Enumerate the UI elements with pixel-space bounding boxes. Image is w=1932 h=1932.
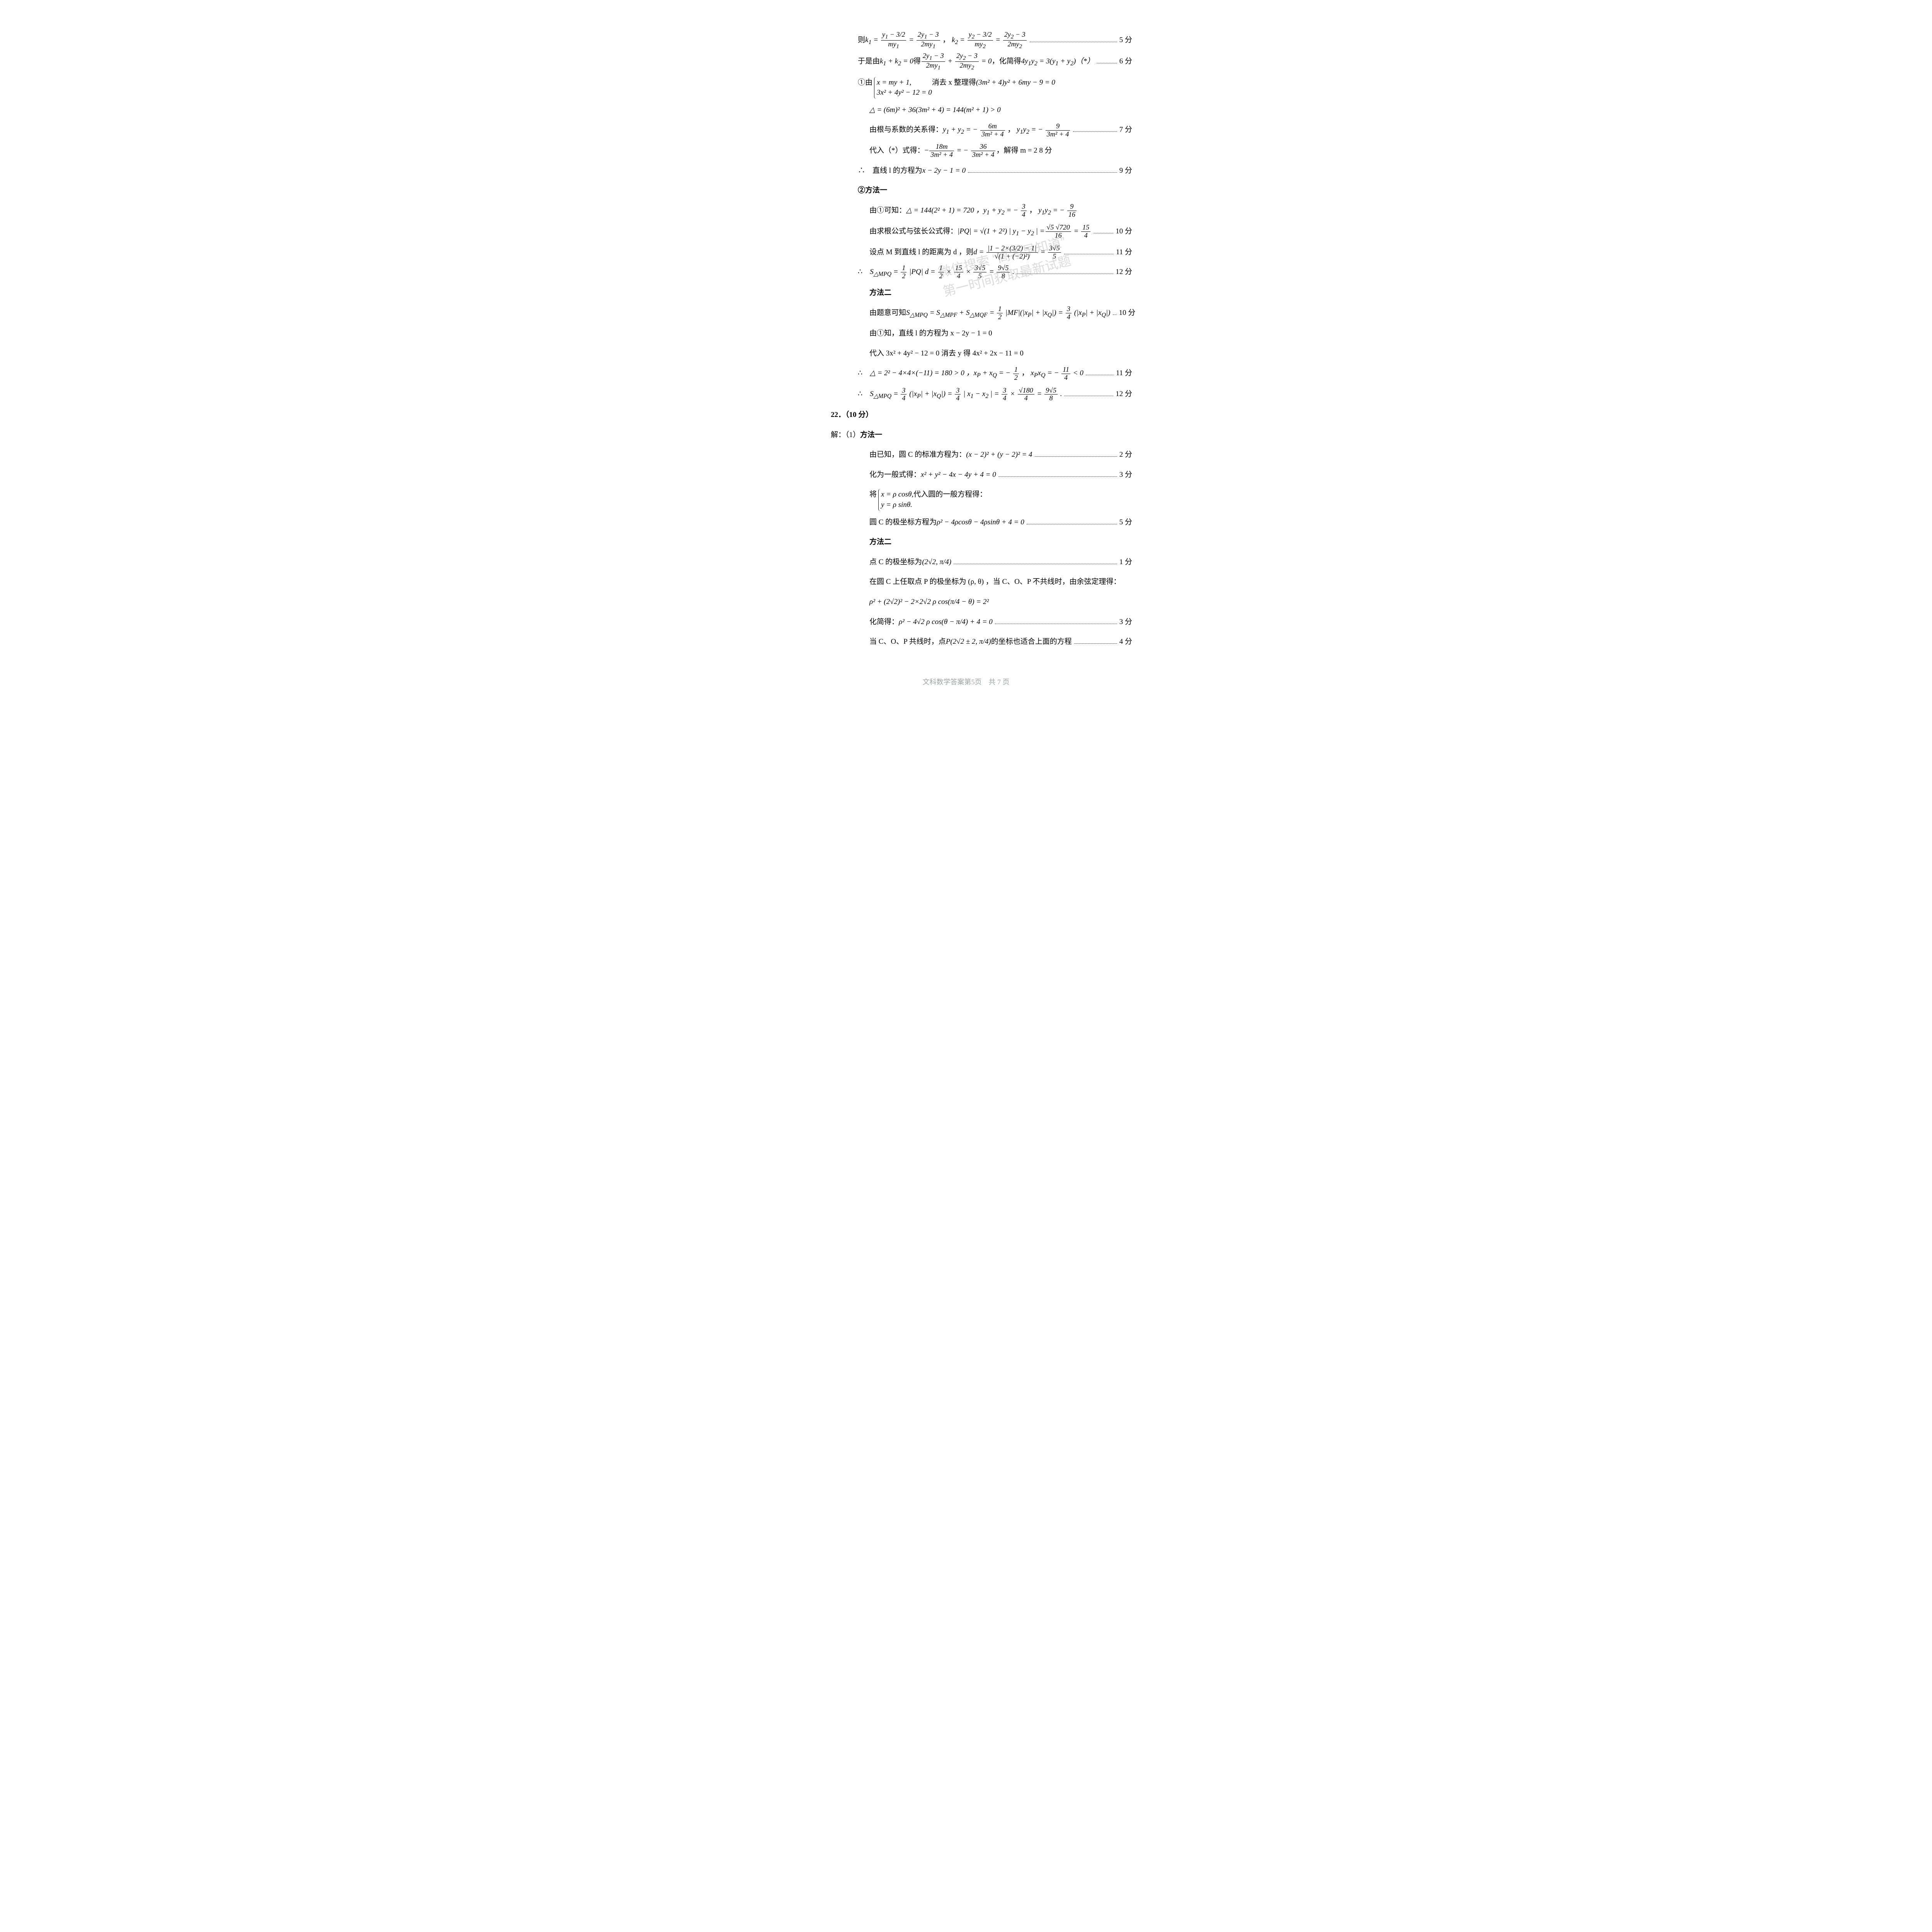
q22-number: 22．（10 分）	[831, 406, 1132, 424]
line-sub-x: 代入 3x² + 4y² − 12 = 0 消去 y 得 4x² + 2x − …	[869, 345, 1132, 362]
line-k1k2-sum: 于是由 k1 + k2 = 0 得 2y1 − 32my1 + 2y2 − 32…	[858, 52, 1132, 71]
score: 5 分	[1119, 31, 1132, 49]
line-area1: ∴ S△MPQ = 12 |PQ| d = 12 × 154 × 3√55 = …	[858, 263, 1132, 282]
line-known: 由①可知： △ = 144(2² + 1) = 720 ， y1 + y2 = …	[869, 202, 1132, 220]
page: 微信搜索 “高考早知道” 第一时间获取最新试题 则 k1 = y1 − 3/2m…	[777, 0, 1155, 714]
line-simplify: 化简得： ρ² − 4√2 ρ cos(θ − π/4) + 4 = 0 3 分	[869, 613, 1132, 631]
line-delta2: ∴ △ = 2² − 4×4×(−11) = 180 > 0 ， xP + xQ…	[858, 364, 1132, 383]
line-chord: 由求根公式与弦长公式得： |PQ| = √(1 + 2²) | y1 − y2 …	[869, 223, 1132, 241]
line-polar-eq: 圆 C 的极坐标方程为 ρ² − 4ρcosθ − 4ρsinθ + 4 = 0…	[869, 514, 1132, 531]
line-area-split: 由题意可知 S△MPQ = S△MPF + S△MQF = 12 |MF|(|x…	[869, 304, 1132, 323]
line-cosine-eq: ρ² + (2√2)² − 2×2√2 ρ cos(π/4 − θ) = 2²	[869, 593, 1132, 611]
page-footer: 文科数学答案第5页 共 7 页	[800, 674, 1132, 690]
q22-method1: 解：（1）方法一	[831, 426, 1132, 444]
line-cosine-law: 在圆 C 上任取点 P 的极坐标为 (ρ, θ) ，当 C、O、P 不共线时，由…	[869, 573, 1132, 591]
line-area2: ∴ S△MPQ = 34 (|xP| + |xQ|) = 34 | x1 − x…	[858, 385, 1132, 404]
line-distance: 设点 M 到直线 l 的距离为 d ，则 d = |1 − 2×(3/2) − …	[869, 243, 1132, 261]
line-line-l: ∴ 直线 l 的方程为 x − 2y − 1 = 0 9 分	[858, 162, 1132, 180]
method2-1: ②方法一	[858, 182, 1132, 199]
line-polar-sub: 将 x = ρ cosθ, y = ρ sinθ. 代入圆的一般方程得：	[869, 486, 1132, 511]
line-l-again: 由①知，直线 l 的方程为 x − 2y − 1 = 0	[869, 325, 1132, 342]
line-solve-m: 代入（*）式得：− 18m3m² + 4 = − 363m² + 4 ，解得 m…	[869, 142, 1132, 160]
line-delta1: △ = (6m)² + 36(3m² + 4) = 144(m² + 1) > …	[869, 101, 1132, 119]
line-k1k2: 则 k1 = y1 − 3/2my1 = 2y1 − 32my1 ， k2 = …	[858, 31, 1132, 50]
q22-method2: 方法二	[869, 533, 1132, 551]
line-vieta: 由根与系数的关系得： y1 + y2 = − 6m3m² + 4 ， y1y2 …	[869, 121, 1132, 139]
line-collinear: 当 C、O、P 共线时，点 P(2√2 ± 2, π/4) 的坐标也适合上面的方…	[869, 633, 1132, 651]
line-circle-std: 由已知，圆 C 的标准方程为： (x − 2)² + (y − 2)² = 4 …	[869, 446, 1132, 464]
method2-2: 方法二	[869, 284, 1132, 302]
line-c-polar: 点 C 的极坐标为 (2√2, π/4) 1 分	[869, 553, 1132, 571]
line-circle-gen: 化为一般式得： x² + y² − 4x − 4y + 4 = 0 3 分	[869, 466, 1132, 484]
line-system1: ①由 x = my + 1, 3x² + 4y² − 12 = 0 消去 x 整…	[858, 74, 1132, 99]
